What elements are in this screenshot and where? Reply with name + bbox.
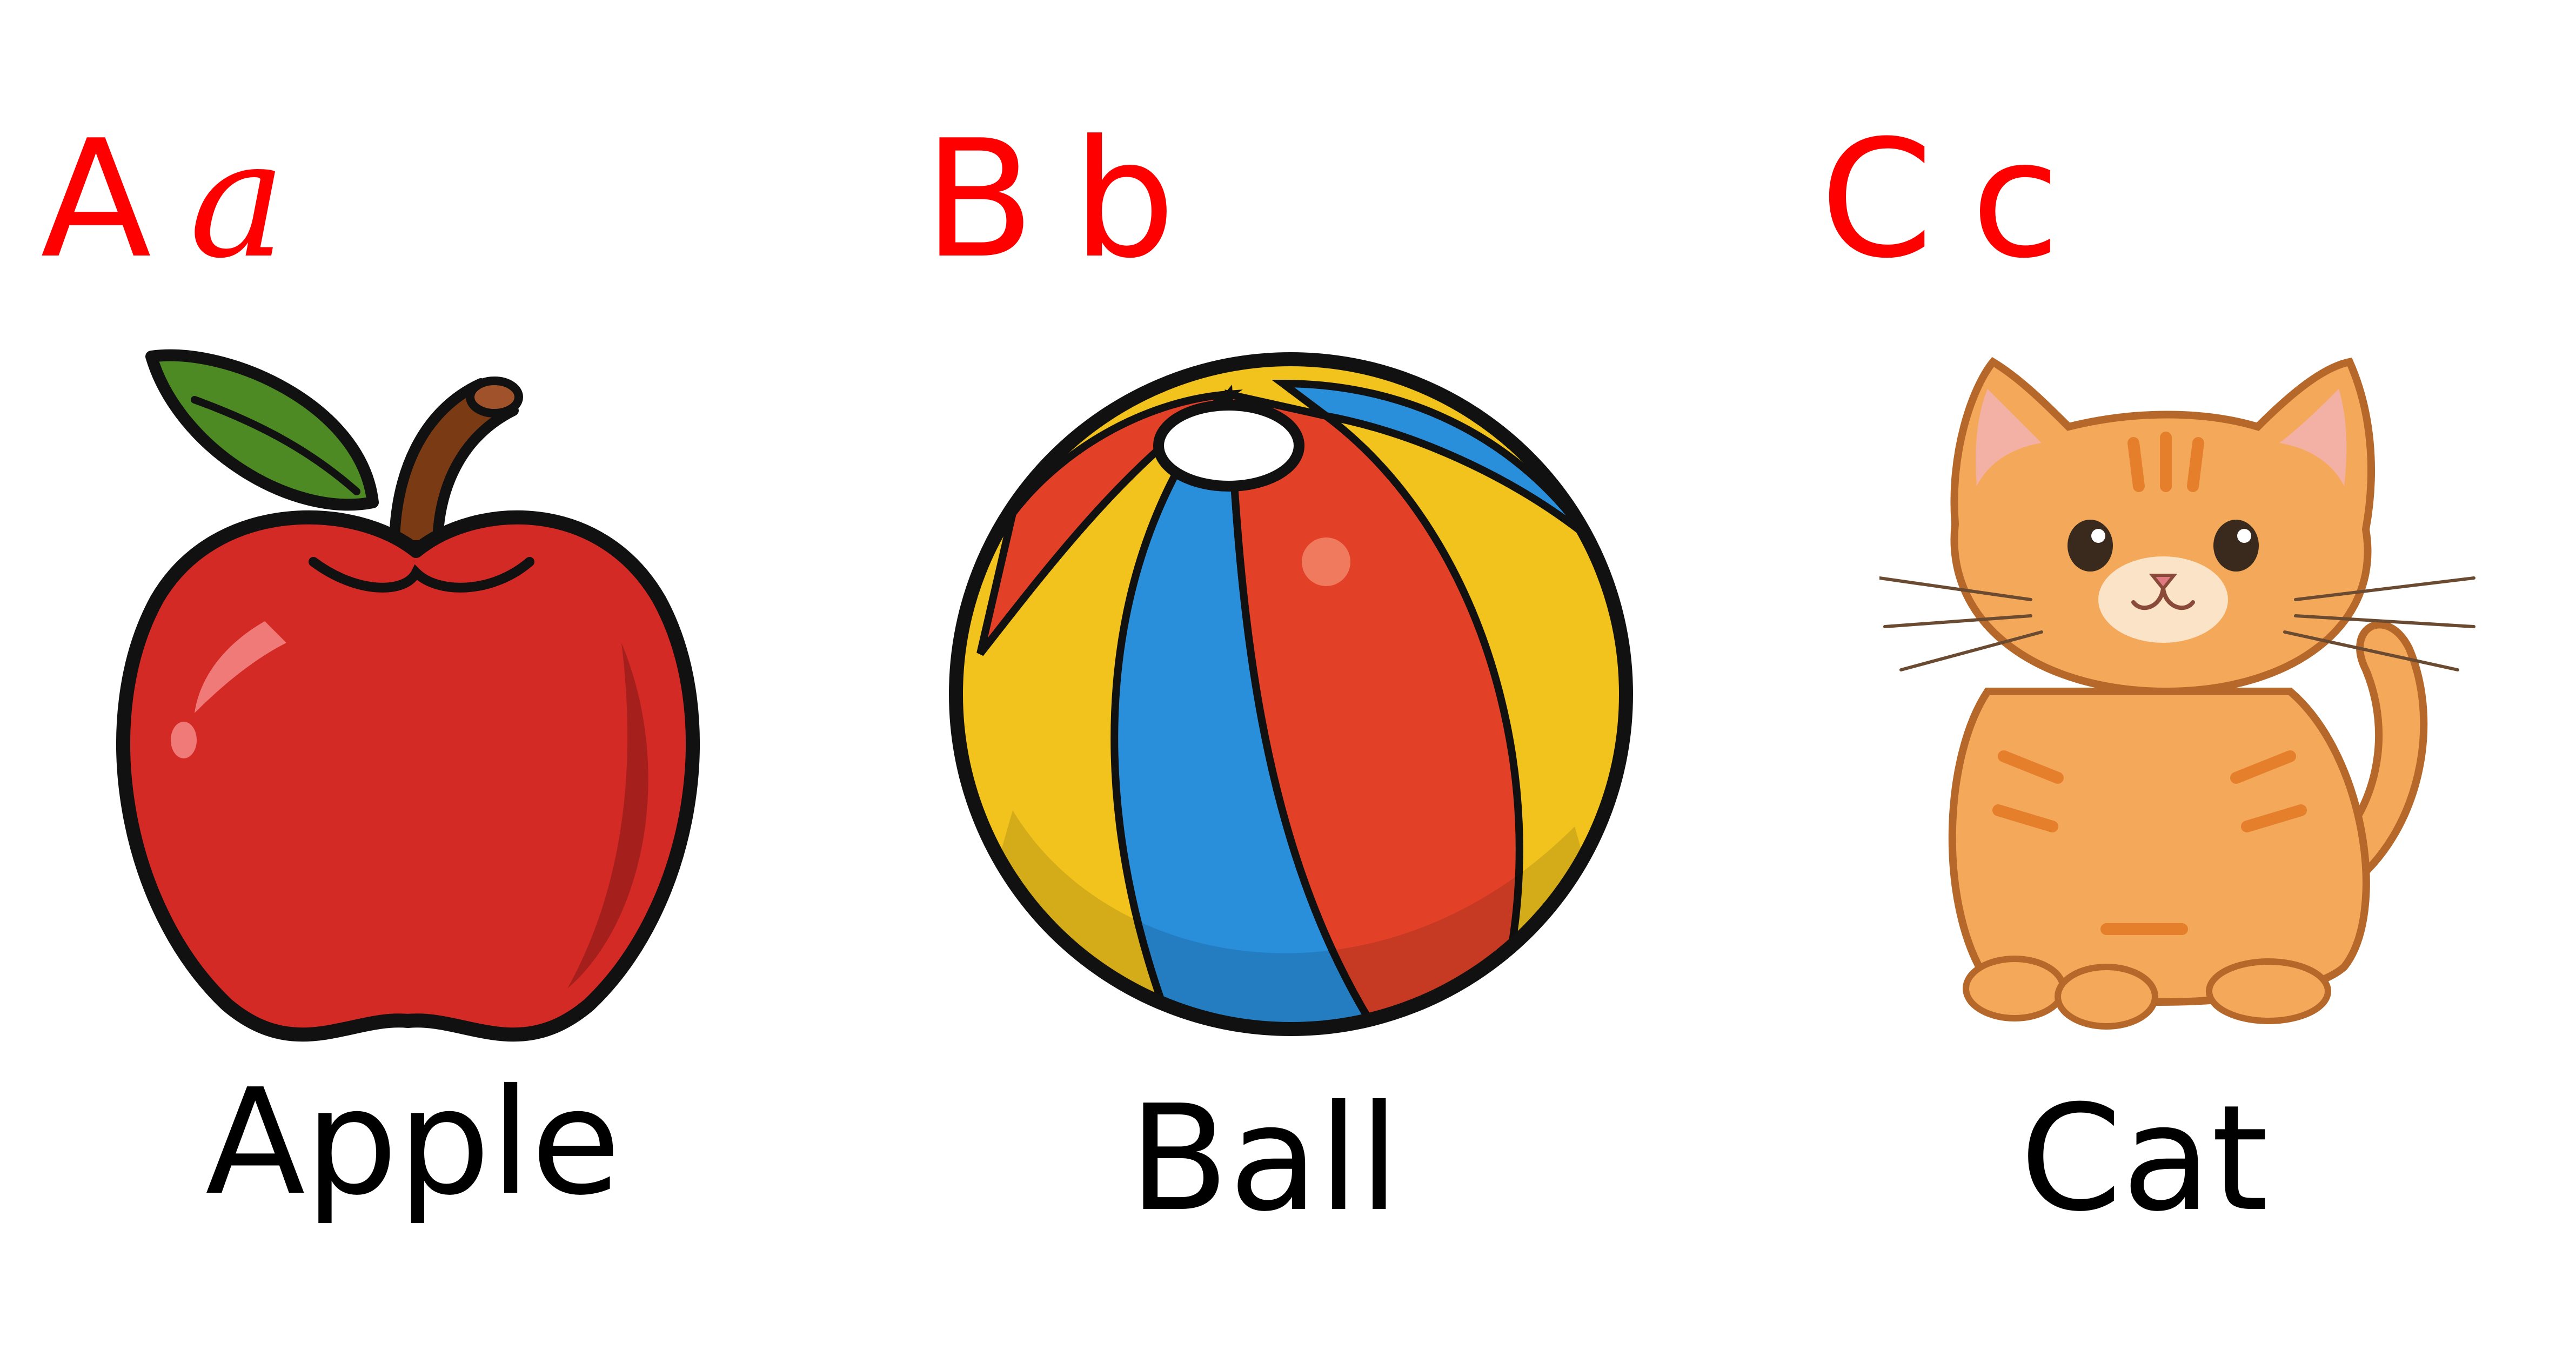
word-label: Apple — [205, 1057, 621, 1227]
letter-upper: A — [41, 105, 152, 294]
letter-upper: C — [1820, 105, 1933, 294]
letter-lower: a — [189, 105, 286, 294]
word-label: Ball — [1129, 1073, 1400, 1244]
apple-icon — [103, 340, 713, 1048]
letter-lower: b — [1072, 105, 1176, 294]
letter-upper: B — [924, 105, 1035, 294]
cat-icon — [1879, 346, 2479, 1037]
letter-lower: c — [1971, 105, 2060, 294]
beach-ball-icon — [948, 351, 1634, 1037]
word-label: Cat — [2020, 1073, 2269, 1244]
